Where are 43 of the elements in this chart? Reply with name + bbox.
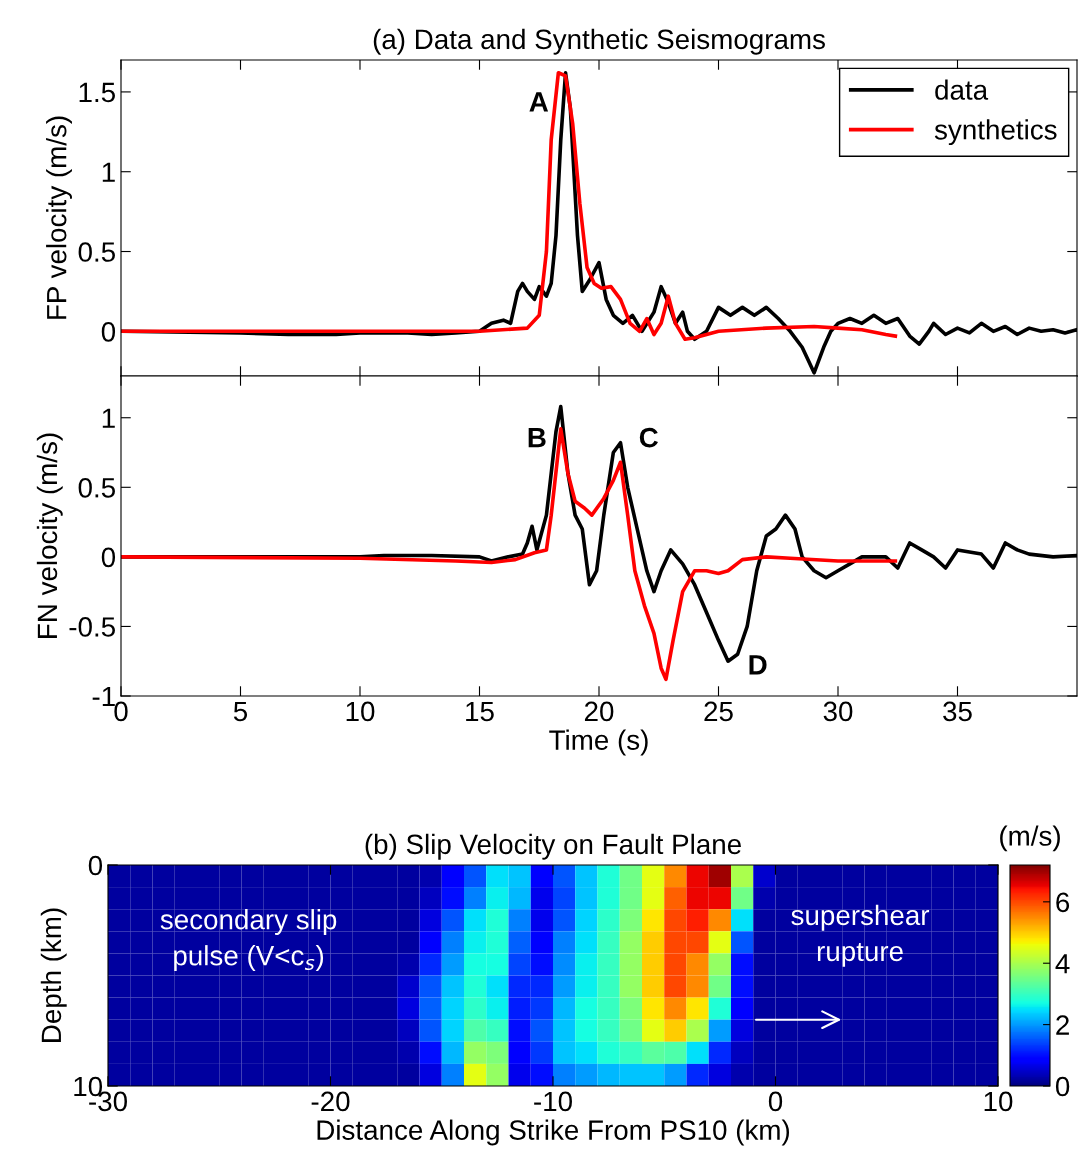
x-axis-title: Time (s) [549,729,648,756]
color-bar-label: 0 [1055,1076,1070,1097]
y-axis-title: Depth (km) [40,908,67,1042]
color-bar-label: 6 [1056,892,1070,913]
color-bar-label: 4 [1055,954,1070,974]
x-tick-label: 35 [943,701,972,722]
y-tick-label: 0 [101,547,116,568]
legend-label: data [935,79,989,100]
y-tick-label: 1.5 [79,82,115,103]
legend-label: synthetics [934,119,1057,146]
annotation: supershear rupture [791,904,930,967]
annotation: D [749,655,767,675]
line-series [121,70,898,342]
x-tick-label: 10 [984,1091,1013,1112]
chart-title: (b) Slip Velocity on Fault Plane [365,833,741,860]
x-tick-label: 10 [346,701,375,722]
y-tick-label: 1 [102,162,115,182]
y-tick-label: 0.5 [78,242,115,262]
color-bar-title: (m/s) [1000,825,1060,852]
x-axis-title: Distance Along Strike From PS10 (km) [317,1119,790,1146]
y-tick-label: 1 [102,408,115,428]
x-tick-label: 20 [584,701,614,722]
x-tick-label: -10 [534,1091,572,1112]
annotation: secondary slip pulse (V<c$_{s}$) [160,909,337,971]
x-tick-label: 5 [233,701,248,722]
y-axis-title: FN velocity (m/s) [36,433,63,638]
x-tick-label: 0 [768,1091,783,1112]
x-tick-label: -20 [311,1091,350,1112]
annotation: C [639,427,658,448]
y-tick-label: 0 [101,321,116,342]
annotation: A [529,92,549,112]
y-tick-label: -0.5 [69,617,115,637]
y-tick-label: 0.5 [78,477,115,498]
chart-title: (a) Data and Synthetic Seismograms [373,28,825,55]
annotation: B [528,428,546,448]
x-tick-label: 25 [704,701,733,722]
color-bar-label: 2 [1056,1015,1069,1035]
line-series [121,427,898,682]
x-tick-label: 30 [823,701,853,722]
y-tick-label: 0 [88,855,103,876]
x-tick-label: 15 [466,701,494,722]
y-axis-title: FP velocity (m/s) [46,116,72,319]
y-tick-label: -1 [92,686,115,707]
